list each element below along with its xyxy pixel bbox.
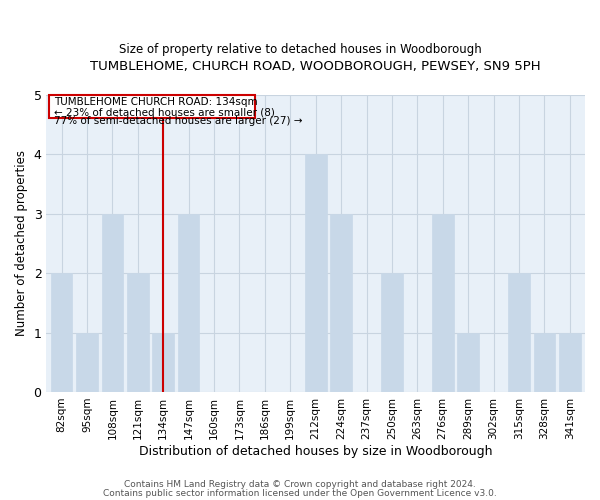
Text: Contains public sector information licensed under the Open Government Licence v3: Contains public sector information licen… [103,488,497,498]
Bar [559,332,581,392]
Bar [51,273,73,392]
Bar [152,332,174,392]
Text: ← 23% of detached houses are smaller (8): ← 23% of detached houses are smaller (8) [54,108,275,118]
FancyBboxPatch shape [49,95,255,118]
Bar [178,214,199,392]
Text: Size of property relative to detached houses in Woodborough: Size of property relative to detached ho… [119,42,481,56]
Bar [381,273,403,392]
Bar [331,214,352,392]
Bar [457,332,479,392]
Text: Contains HM Land Registry data © Crown copyright and database right 2024.: Contains HM Land Registry data © Crown c… [124,480,476,489]
Text: TUMBLEHOME CHURCH ROAD: 134sqm: TUMBLEHOME CHURCH ROAD: 134sqm [54,97,257,107]
Title: TUMBLEHOME, CHURCH ROAD, WOODBOROUGH, PEWSEY, SN9 5PH: TUMBLEHOME, CHURCH ROAD, WOODBOROUGH, PE… [91,60,541,73]
Bar [305,154,326,392]
Y-axis label: Number of detached properties: Number of detached properties [15,150,28,336]
Bar [533,332,555,392]
Bar [127,273,149,392]
Bar [101,214,123,392]
Bar [508,273,530,392]
Bar [76,332,98,392]
X-axis label: Distribution of detached houses by size in Woodborough: Distribution of detached houses by size … [139,444,493,458]
Text: 77% of semi-detached houses are larger (27) →: 77% of semi-detached houses are larger (… [54,116,302,126]
Bar [432,214,454,392]
